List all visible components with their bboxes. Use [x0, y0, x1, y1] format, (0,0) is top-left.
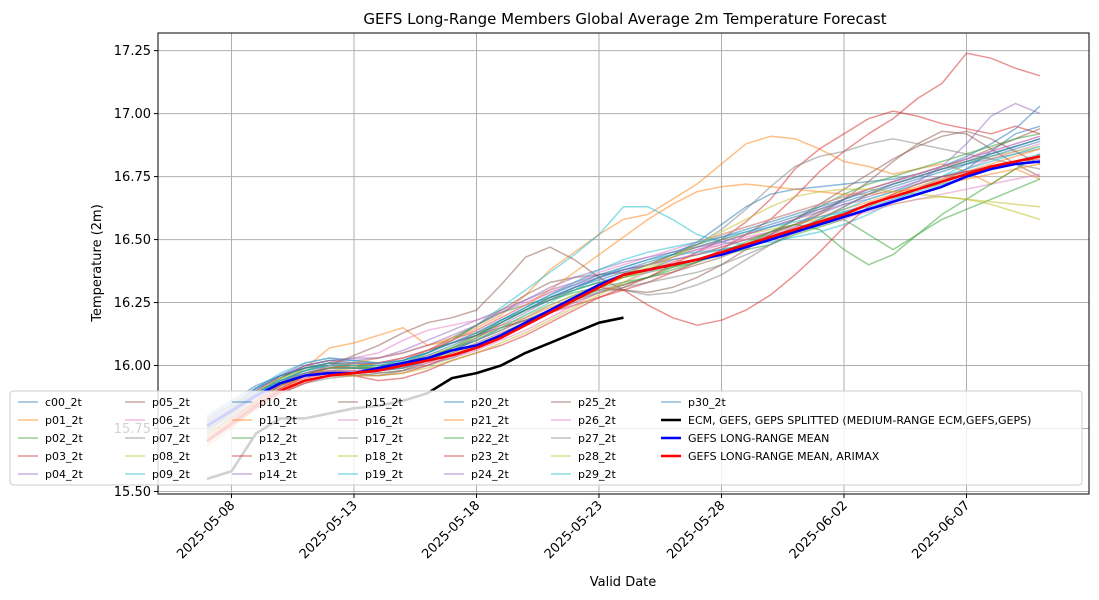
series-line-p13_2t	[206, 52, 1041, 440]
legend-label: p12_2t	[259, 432, 297, 445]
series-line-p16_2t	[206, 173, 1041, 430]
legend-label: p21_2t	[471, 414, 509, 427]
legend-label: p04_2t	[45, 468, 83, 481]
x-tick-label: 2025-05-08	[174, 498, 238, 562]
legend-label: p20_2t	[471, 396, 509, 409]
legend-label: p01_2t	[45, 414, 83, 427]
grid	[158, 33, 1089, 494]
legend-frame	[9, 390, 1083, 486]
highlight-line-1	[206, 160, 1041, 428]
legend-label: p02_2t	[45, 432, 83, 445]
y-tick-label: 17.00	[114, 107, 151, 122]
y-axis-label: Temperature (2m)	[90, 204, 105, 323]
x-tick-label: 2025-05-13	[297, 498, 361, 562]
series-line-p26_2t	[206, 135, 1041, 432]
legend-label: p14_2t	[259, 468, 297, 481]
series-line-p25_2t	[206, 130, 1041, 435]
series-line-p20_2t	[206, 140, 1041, 427]
legend-label: p30_2t	[688, 396, 726, 409]
y-tick-label: 15.50	[114, 485, 151, 500]
legend-label: p16_2t	[365, 414, 403, 427]
series-line-p27_2t	[206, 138, 1041, 425]
legend-label: GEFS LONG-RANGE MEAN, ARIMAX	[688, 450, 880, 463]
legend-label: p13_2t	[259, 450, 297, 463]
x-tick-label: 2025-05-28	[664, 498, 728, 562]
plot-frame	[157, 32, 1090, 495]
legend-label: p22_2t	[471, 432, 509, 445]
legend-label: p03_2t	[45, 450, 83, 463]
legend-label: c00_2t	[45, 396, 83, 409]
legend-label: p06_2t	[152, 414, 190, 427]
y-tick-label: 17.25	[114, 44, 151, 59]
x-axis-label: Valid Date	[590, 575, 657, 590]
legend-label: GEFS LONG-RANGE MEAN	[688, 432, 829, 445]
legend-label: p08_2t	[152, 450, 190, 463]
series-line-p10_2t	[206, 105, 1041, 417]
y-tick-label: 16.50	[114, 233, 151, 248]
y-tick-label: 16.25	[114, 296, 151, 311]
series-line-p01_2t	[206, 135, 1041, 442]
legend-label: ECM, GEFS, GEPS SPLITTED (MEDIUM-RANGE E…	[688, 414, 1031, 427]
legend-label: p27_2t	[578, 432, 616, 445]
x-tick-label: 2025-06-02	[787, 498, 851, 562]
legend-label: p10_2t	[259, 396, 297, 409]
legend-label: p23_2t	[471, 450, 509, 463]
legend-label: p11_2t	[259, 414, 297, 427]
x-tick-label: 2025-05-18	[419, 498, 483, 562]
legend-label: p29_2t	[578, 468, 616, 481]
legend-label: p24_2t	[471, 468, 509, 481]
legend-label: p28_2t	[578, 450, 616, 463]
y-tick-label: 16.00	[114, 359, 151, 374]
legend-label: p07_2t	[152, 432, 190, 445]
x-tick-label: 2025-05-23	[542, 498, 606, 562]
legend-label: p15_2t	[365, 396, 403, 409]
x-tick-label: 2025-06-07	[909, 498, 973, 562]
legend-label: p19_2t	[365, 468, 403, 481]
y-tick-label: 16.75	[114, 170, 151, 185]
highlight-line-2	[206, 155, 1041, 443]
legend-label: p09_2t	[152, 468, 190, 481]
legend: c00_2t p01_2t p02_2t p03_2t p04_2t p05_2t p06_…	[9, 390, 1083, 486]
legend-label: p26_2t	[578, 414, 616, 427]
legend-label: p05_2t	[152, 396, 190, 409]
series-line-p30_2t	[206, 138, 1041, 420]
series-line-p28_2t	[206, 188, 1041, 440]
x-axis-ticks: 2025-05-08 2025-05-13 2025-05-18 2025-05-23…	[174, 494, 973, 562]
chart-title: GEFS Long-Range Members Global Average 2…	[363, 10, 886, 28]
legend-label: p25_2t	[578, 396, 616, 409]
series-line-p09_2t	[206, 138, 1041, 422]
legend-label: p17_2t	[365, 432, 403, 445]
series-line-p12_2t	[206, 133, 1041, 432]
series-line-p29_2t	[206, 153, 1041, 427]
legend-label: p18_2t	[365, 450, 403, 463]
